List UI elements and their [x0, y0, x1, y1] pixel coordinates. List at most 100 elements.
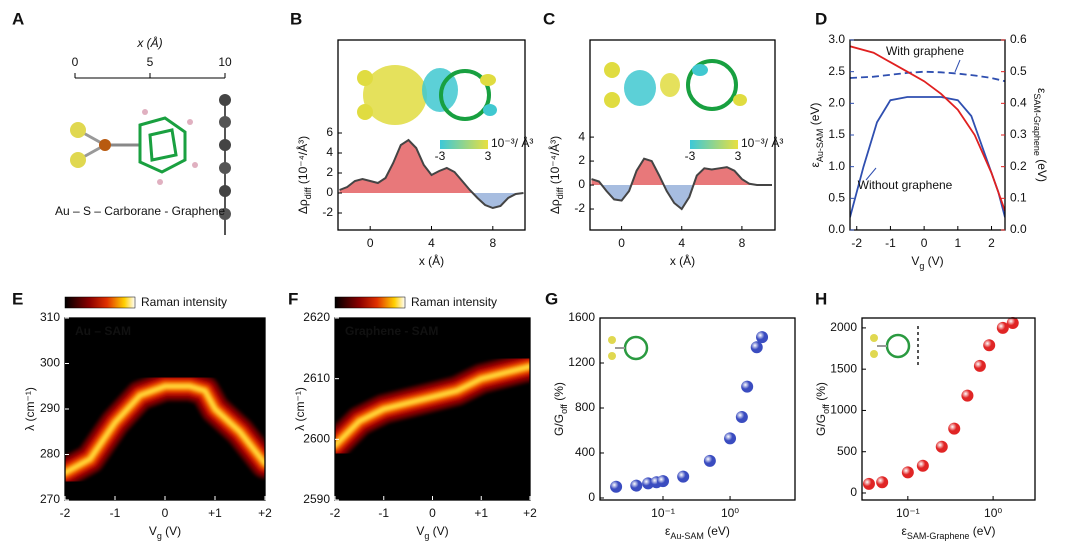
plot-frame	[589, 39, 776, 231]
y-tick-label: 0	[578, 177, 585, 191]
x-tick-label: 8	[489, 236, 496, 250]
x-tick-label: 8	[739, 236, 746, 250]
y2-tick-label: 0.4	[1010, 96, 1027, 110]
tick-label: 0	[72, 55, 79, 69]
tick-label: 10	[218, 55, 232, 69]
point	[724, 432, 737, 445]
colorbar-label: 3	[485, 149, 492, 163]
x-tick-label: 0	[162, 506, 169, 520]
y-tick-label: 1600	[568, 310, 595, 324]
y-tick-label: 2590	[303, 492, 330, 506]
y-tick-label: 300	[40, 356, 60, 370]
annotation: With graphene	[886, 44, 964, 58]
panel-label: D	[815, 9, 827, 28]
y2-tick-label: 0.2	[1010, 159, 1027, 173]
x-tick-label: 0	[921, 236, 928, 250]
y-tick-label: 500	[837, 444, 857, 458]
x-tick-label: 10⁰	[984, 506, 1002, 520]
point	[862, 477, 875, 490]
panel-label: F	[288, 289, 298, 308]
point	[961, 389, 974, 402]
label-part: (V)	[162, 524, 181, 538]
label-part: diff	[555, 187, 565, 199]
y2-tick-label: 0.6	[1010, 32, 1027, 46]
label-part: SAM-Graphene	[1032, 93, 1042, 156]
point	[1006, 316, 1019, 329]
y-tick-label: 2.5	[828, 64, 845, 78]
x-tick-label: +2	[258, 506, 272, 520]
point	[677, 470, 690, 483]
y-tick-label: 290	[40, 401, 60, 415]
label-part: diff	[303, 187, 313, 199]
colorbar-unit: 10⁻³/ Å³	[491, 135, 533, 150]
x-tick-label: 0	[367, 236, 374, 250]
point	[935, 440, 948, 453]
colorbar-label: -3	[685, 149, 696, 163]
y2-axis-label: εSAM-Graphene (eV)	[1032, 88, 1049, 182]
point	[741, 380, 754, 393]
y-tick-label: 1000	[830, 403, 857, 417]
panel-label: C	[543, 9, 555, 28]
panel-label: B	[290, 9, 302, 28]
area-pos	[591, 158, 772, 186]
y2-tick-label: 0.3	[1010, 127, 1027, 141]
point	[703, 454, 716, 467]
label-part: Δρ	[296, 199, 310, 214]
y-tick-label: 400	[575, 445, 595, 459]
molecule	[70, 94, 231, 235]
caption: Au – S – Carborane - Graphene	[55, 204, 225, 218]
y-tick-label: 1500	[830, 361, 857, 375]
x-tick-label: 4	[428, 236, 435, 250]
colorbar	[334, 296, 406, 309]
x-tick-label: 0	[429, 506, 436, 520]
label-part: V	[416, 524, 424, 538]
point	[750, 341, 763, 354]
label-part: (eV)	[1035, 156, 1049, 182]
y-tick-label: 310	[40, 310, 60, 324]
inset-label: Au – SAM	[75, 324, 131, 338]
x-tick-label: 4	[678, 236, 685, 250]
label-part: V	[149, 524, 157, 538]
y-tick-label: 0	[588, 490, 595, 504]
label-part: ε	[808, 161, 822, 167]
isosurface-c	[604, 59, 747, 111]
x-axis-label: Vg (V)	[911, 254, 943, 271]
label-part: off	[821, 404, 831, 414]
y-tick-label: -2	[322, 205, 333, 219]
y-axis-label: G/Goff (%)	[552, 382, 569, 436]
label-part: g	[424, 531, 429, 541]
label-part: (eV)	[704, 524, 730, 538]
y-tick-label: 2	[326, 165, 333, 179]
y2-tick-label: 0.1	[1010, 191, 1027, 205]
panel-label: A	[12, 9, 24, 28]
ridge	[335, 365, 530, 447]
x-axis-label: Vg (V)	[416, 524, 448, 541]
colorbar-label: 3	[735, 149, 742, 163]
x-tick-label: 0	[618, 236, 625, 250]
area-pos	[339, 140, 524, 193]
y-axis-label: εAu-SAM (eV)	[808, 103, 825, 168]
molecule-icon	[608, 335, 649, 361]
molecule-icon	[870, 326, 919, 368]
label-part: (eV)	[808, 103, 822, 129]
y-axis-label: Δρdiff (10⁻⁴/Å³)	[547, 136, 565, 214]
inset-label: Graphene - SAM	[345, 324, 438, 338]
label-part: (%)	[552, 382, 566, 404]
heatmap-blur	[335, 351, 530, 461]
line	[850, 70, 1005, 83]
y2-tick-label: 0.0	[1010, 222, 1027, 236]
point	[630, 479, 643, 492]
x-tick-label: 10⁻¹	[896, 506, 920, 520]
colorbar	[64, 296, 136, 309]
panel-label: H	[815, 289, 827, 308]
heatmap	[335, 351, 530, 461]
x-axis-label: εAu-SAM (eV)	[665, 524, 730, 541]
label-part: (10⁻⁴/Å³)	[295, 136, 310, 188]
inset-colorbar	[690, 140, 738, 149]
y2-tick-label: 0.5	[1010, 64, 1027, 78]
point	[948, 422, 961, 435]
x-tick-label: -2	[851, 236, 862, 250]
y-tick-label: 1.0	[828, 159, 845, 173]
y-axis-label: G/Goff (%)	[814, 382, 831, 436]
